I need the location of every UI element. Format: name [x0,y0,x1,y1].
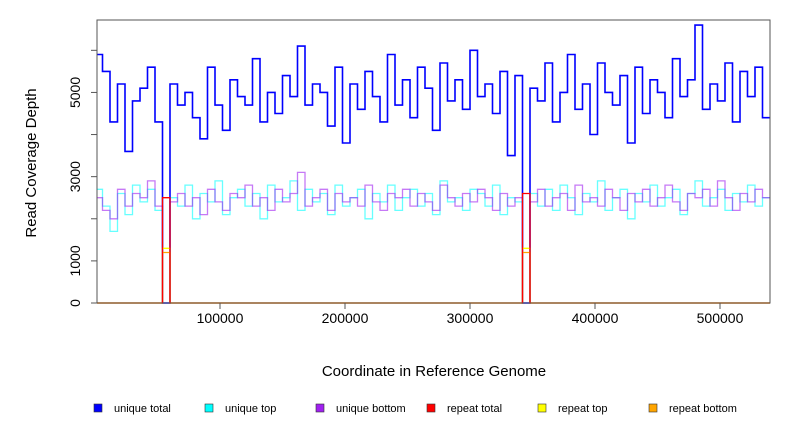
legend-swatch-repeat-top [537,403,547,413]
y-tick-label: 3000 [67,161,83,192]
plot-frame [96,19,771,304]
series-layer [97,24,770,304]
legend-swatch-unique-total [93,403,103,413]
legend-label-repeat-top: repeat top [558,403,608,415]
legend-swatch-repeat-total [426,403,436,413]
y-tick-label: 1000 [67,245,83,276]
y-axis: 0 1000 3000 5000 [67,49,97,307]
x-tick-label: 400000 [572,310,619,326]
legend-label-repeat-bottom: repeat bottom [669,403,737,415]
series-line-repeat-bottom [97,251,770,304]
x-tick-label: 100000 [197,310,244,326]
x-tick-label: 500000 [697,310,744,326]
legend-label-unique-total: unique total [114,403,171,415]
legend-swatch-repeat-bottom [648,403,658,413]
y-tick-label: 0 [67,299,83,307]
y-tick-label: 5000 [67,77,83,108]
x-tick-label: 200000 [322,310,369,326]
legend-swatch-unique-top [204,403,214,413]
legend: unique total unique top unique bottom repea… [93,403,737,415]
series-line-unique-bottom [97,171,770,304]
y-axis-label: Read Coverage Depth [23,88,40,237]
legend-label-unique-top: unique top [225,403,276,415]
x-axis: 100000 200000 300000 400000 500000 [197,303,744,326]
legend-label-unique-bottom: unique bottom [336,403,406,415]
legend-label-repeat-total: repeat total [447,403,502,415]
legend-swatch-unique-bottom [315,403,325,413]
series-line-repeat-top [97,247,770,304]
x-tick-label: 300000 [447,310,494,326]
series-line-unique-total [97,24,770,304]
x-axis-label: Coordinate in Reference Genome [322,363,546,380]
series-line-unique-top [97,180,770,304]
